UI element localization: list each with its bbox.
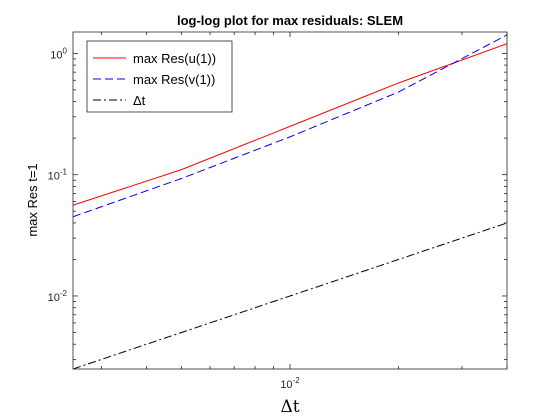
y-tick-labels: 10-2 10-1 100 [48, 46, 68, 304]
legend-label-3: Δt [133, 93, 146, 108]
y-tick-label: 10-1 [48, 168, 68, 183]
y-tick-label: 10-2 [48, 289, 68, 304]
x-axis-label: Δt [280, 397, 299, 417]
series-group [73, 34, 507, 369]
series-line-2 [73, 34, 507, 218]
legend-label-1: max Res(u(1)) [133, 51, 216, 66]
axis-ticks [73, 32, 508, 369]
plot-frame [72, 31, 508, 370]
y-tick-label: 100 [50, 46, 67, 61]
chart-title: log-log plot for max residuals: SLEM [177, 13, 403, 28]
legend-label-2: max Res(v(1)) [133, 72, 215, 87]
x-tick-labels: 10-2 [280, 376, 300, 391]
series-line-1 [73, 43, 507, 206]
y-axis-label: max Res t=1 [25, 163, 40, 236]
x-tick-label: 10-2 [280, 376, 300, 391]
series-lines [73, 34, 507, 369]
legend: max Res(u(1)) max Res(v(1)) Δt [86, 40, 233, 113]
series-line-3 [73, 222, 507, 369]
